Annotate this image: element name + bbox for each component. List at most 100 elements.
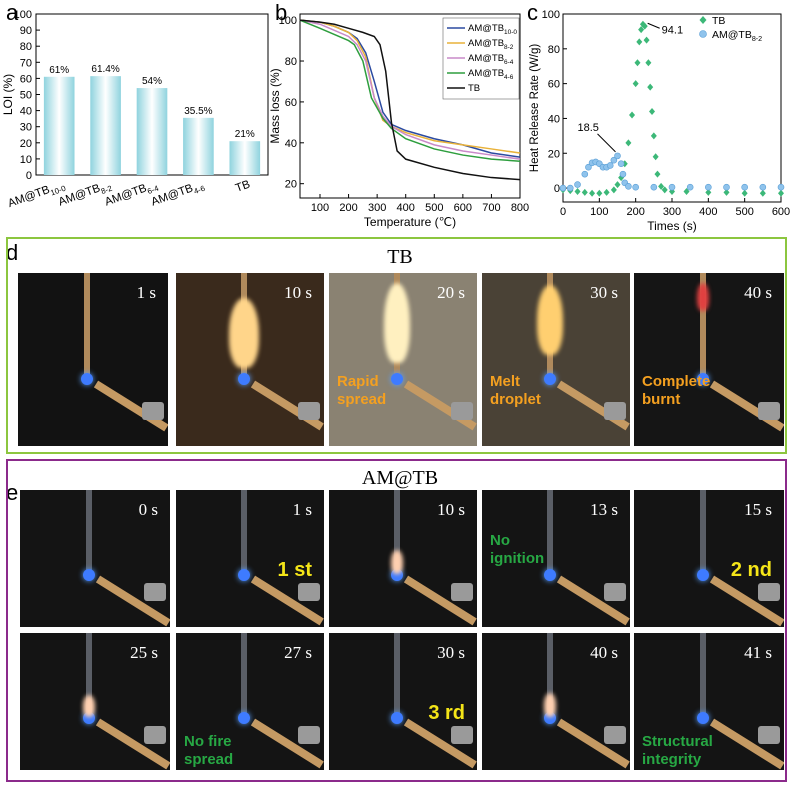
burner-flame bbox=[544, 569, 557, 582]
y-tick-label-c: 40 bbox=[548, 113, 560, 125]
ignition-count: 3 rd bbox=[428, 701, 465, 724]
legend-label-b-base: TB bbox=[468, 83, 480, 94]
x-tick-label-a: AM@TB4-6 bbox=[150, 179, 207, 211]
clamp bbox=[604, 726, 626, 744]
annotation-arrow-peak-tb bbox=[647, 22, 660, 29]
legend-label-b: TB bbox=[468, 83, 480, 94]
legend-label-c: TB bbox=[712, 15, 725, 27]
frame-time-label: 1 s bbox=[136, 283, 156, 302]
x-tick-label-b: 700 bbox=[482, 202, 500, 214]
y-tick-label-c: 100 bbox=[542, 9, 560, 21]
photo-frame: 27 s No fire spread bbox=[176, 633, 324, 770]
y-tick-label-a: 80 bbox=[20, 41, 32, 53]
y-axis-label-c: Heat Release Rate (W/g) bbox=[529, 44, 541, 173]
x-tick-label-b: 200 bbox=[339, 202, 357, 214]
y-tick-label-b: 20 bbox=[285, 179, 297, 191]
clamp bbox=[298, 726, 320, 744]
panel-letter-a: a bbox=[6, 0, 19, 25]
x-axis-label-c: Times (s) bbox=[647, 219, 697, 233]
clamp bbox=[142, 402, 164, 420]
clamp bbox=[604, 583, 626, 601]
x-tick-label-a-sub: 6-4 bbox=[146, 183, 160, 196]
data-point-tb bbox=[614, 181, 621, 189]
frame-time-label: 30 s bbox=[437, 643, 465, 662]
y-tick-label-a: 100 bbox=[14, 9, 32, 21]
y-tick-label-a: 20 bbox=[20, 138, 32, 150]
panel-letter-c: c bbox=[527, 0, 538, 25]
legend-label-c: AM@TB8-2 bbox=[712, 29, 762, 43]
fire bbox=[537, 285, 564, 355]
photo-frame: 20 s Rapid spread bbox=[329, 273, 477, 446]
y-tick-label-b: 40 bbox=[285, 138, 297, 150]
y-tick-label-c: 80 bbox=[548, 44, 560, 56]
fire bbox=[229, 298, 260, 368]
x-tick-label-c: 400 bbox=[699, 206, 717, 218]
fire bbox=[384, 283, 411, 363]
vertical-sample bbox=[86, 633, 92, 716]
data-point-tb bbox=[589, 189, 596, 197]
data-point-tb bbox=[661, 186, 668, 194]
y-tick-label-b: 100 bbox=[279, 15, 297, 27]
burner-flame bbox=[697, 569, 709, 582]
data-point-am-tb bbox=[585, 163, 592, 171]
frame-time-label: 10 s bbox=[284, 283, 312, 302]
bar-value-label-a: 61% bbox=[49, 65, 69, 76]
burner-flame bbox=[391, 712, 404, 725]
clamp bbox=[451, 583, 473, 601]
data-point-tb bbox=[639, 20, 646, 28]
y-tick-label-a: 10 bbox=[20, 154, 32, 166]
vertical-sample bbox=[394, 633, 401, 716]
data-point-tb bbox=[621, 160, 628, 168]
data-point-tb bbox=[649, 107, 656, 115]
data-point-tb bbox=[610, 186, 617, 194]
plot-frame-c bbox=[562, 13, 782, 203]
chart-a-loi-bar: 0 10 20 30 40 50 60 70 80 90 100 LOI (%) 61% AM@TB10-… bbox=[1, 9, 269, 211]
data-point-am-tb bbox=[614, 152, 621, 160]
fire bbox=[697, 283, 709, 311]
y-tick-label-a: 50 bbox=[20, 90, 32, 102]
x-tick-label-b: 800 bbox=[511, 202, 529, 214]
data-point-tb bbox=[683, 188, 690, 196]
legend-label-c-sub: 8-2 bbox=[752, 35, 762, 43]
data-point-tb bbox=[705, 188, 712, 196]
x-tick-label-c: 500 bbox=[735, 206, 753, 218]
y-tick-label-a: 90 bbox=[20, 25, 32, 37]
photo-frame: 40 s bbox=[482, 633, 630, 770]
burner-flame bbox=[544, 373, 557, 386]
frame-time-label: 0 s bbox=[138, 500, 158, 519]
vertical-sample bbox=[394, 490, 401, 573]
series-line-b bbox=[299, 19, 521, 162]
x-tick-label-b: 400 bbox=[397, 202, 415, 214]
legend-label-b-base: AM@TB bbox=[468, 53, 504, 64]
legend-marker-c bbox=[699, 30, 707, 38]
vertical-sample bbox=[241, 633, 248, 716]
chart-b-mass-loss-line: 100 200 300 400 500 600 700 800 20 40 60 80 100 Tempe… bbox=[270, 13, 529, 229]
data-point-tb bbox=[641, 22, 648, 30]
ignition-count: 2 nd bbox=[730, 558, 772, 581]
data-point-am-tb bbox=[723, 183, 730, 191]
photo-frame: 1 s bbox=[18, 273, 168, 446]
photo-frame: 10 s bbox=[176, 273, 324, 446]
data-point-tb bbox=[759, 189, 766, 197]
legend-marker-c bbox=[699, 16, 707, 24]
frame-time-label: 40 s bbox=[590, 643, 618, 662]
y-tick-label-a: 60 bbox=[20, 73, 32, 85]
data-point-am-tb bbox=[777, 183, 785, 191]
legend-label-b-base: AM@TB bbox=[468, 23, 504, 34]
data-point-tb bbox=[632, 80, 639, 88]
clamp bbox=[451, 726, 473, 744]
frame-time-label: 1 s bbox=[292, 500, 312, 519]
frame-time-label: 20 s bbox=[437, 283, 465, 302]
bar-value-label-a: 21% bbox=[235, 129, 255, 140]
data-point-am-tb bbox=[566, 184, 574, 192]
frame-time-label: 41 s bbox=[744, 643, 772, 662]
x-tick-label-a-base: AM@TB bbox=[6, 184, 51, 210]
burner-flame bbox=[238, 373, 251, 386]
legend-label-b-sub: 8-2 bbox=[504, 44, 514, 51]
frame-time-label: 15 s bbox=[744, 500, 772, 519]
vertical-sample bbox=[547, 633, 554, 716]
burner-flame bbox=[697, 373, 709, 386]
data-point-am-tb bbox=[632, 183, 639, 191]
y-axis-label-a: LOI (%) bbox=[1, 74, 15, 115]
data-point-tb bbox=[603, 188, 610, 196]
